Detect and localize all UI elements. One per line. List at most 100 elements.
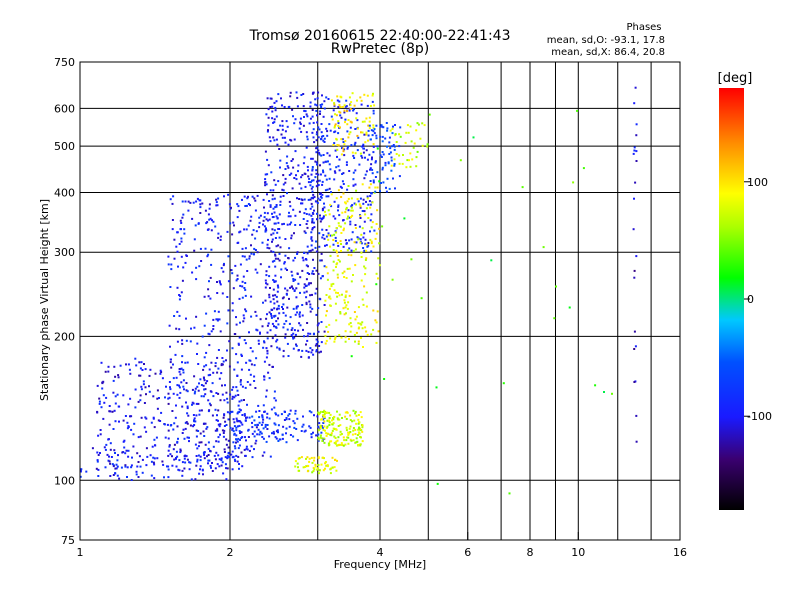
data-point: [384, 137, 387, 140]
data-point: [365, 305, 368, 308]
data-point: [233, 458, 236, 461]
data-point: [322, 216, 325, 219]
data-point: [195, 266, 198, 269]
data-point: [268, 311, 271, 314]
data-point: [404, 141, 407, 144]
data-point: [219, 235, 222, 238]
data-point: [266, 324, 269, 327]
data-point: [202, 422, 205, 425]
data-point: [324, 334, 327, 337]
data-point: [357, 422, 360, 425]
data-point: [339, 185, 342, 188]
data-point: [333, 466, 336, 469]
data-point: [301, 349, 304, 352]
data-point: [365, 291, 368, 294]
data-point: [202, 430, 205, 433]
x-tick-label: 8: [527, 546, 534, 559]
data-point: [303, 198, 306, 201]
data-point: [363, 147, 365, 150]
data-point: [168, 444, 171, 447]
data-point: [325, 96, 328, 99]
data-point: [253, 435, 256, 438]
data-point: [378, 180, 381, 183]
data-point: [333, 233, 336, 236]
data-point: [356, 434, 359, 436]
data-point: [365, 149, 368, 152]
data-point: [330, 467, 332, 470]
data-point: [140, 416, 143, 419]
data-point: [358, 426, 361, 429]
data-point: [130, 428, 133, 431]
data-point: [268, 296, 271, 299]
data-point: [225, 467, 227, 470]
data-point: [373, 132, 376, 135]
data-point: [225, 478, 228, 481]
data-point: [315, 151, 318, 154]
data-point: [284, 333, 287, 336]
data-point: [209, 464, 212, 467]
data-point: [232, 430, 235, 433]
data-point: [178, 384, 180, 387]
data-point: [273, 307, 276, 310]
data-point: [180, 240, 183, 243]
data-point: [341, 173, 344, 175]
data-point: [328, 177, 331, 180]
data-point: [304, 466, 306, 468]
data-point: [358, 225, 361, 228]
data-point: [261, 421, 264, 424]
data-point: [367, 217, 370, 219]
data-point: [178, 294, 181, 296]
data-point: [320, 131, 323, 134]
data-point: [368, 153, 371, 156]
data-point: [268, 247, 271, 250]
data-point: [242, 320, 245, 323]
data-point: [295, 307, 298, 310]
data-point: [335, 428, 338, 431]
data-point: [111, 463, 114, 466]
data-point: [97, 434, 100, 437]
data-point: [379, 135, 382, 138]
data-point: [285, 441, 288, 444]
data-point: [323, 265, 326, 268]
data-point: [322, 415, 325, 418]
data-point: [156, 457, 159, 460]
data-point: [339, 240, 342, 243]
data-point: [229, 393, 232, 396]
data-point: [241, 465, 244, 468]
data-point: [428, 113, 431, 116]
data-point: [228, 365, 231, 368]
data-point: [200, 441, 203, 444]
data-point: [297, 282, 300, 285]
data-point: [295, 344, 298, 347]
data-point: [230, 269, 233, 272]
data-point: [353, 334, 356, 336]
data-point: [360, 337, 362, 339]
data-point: [197, 222, 200, 225]
data-point: [275, 205, 278, 208]
data-point: [295, 287, 298, 290]
data-point: [240, 399, 243, 402]
data-point: [316, 163, 318, 166]
data-point: [286, 306, 289, 309]
data-point: [290, 221, 293, 224]
data-point: [311, 307, 314, 310]
data-point: [321, 440, 324, 442]
data-point: [347, 436, 350, 439]
data-point: [342, 219, 344, 222]
data-point: [333, 102, 336, 105]
data-point: [364, 326, 367, 329]
data-point: [257, 342, 260, 345]
data-point: [274, 265, 277, 268]
data-point: [333, 103, 336, 106]
data-point: [363, 177, 366, 180]
data-point: [199, 206, 202, 209]
data-point: [289, 286, 292, 289]
data-point: [282, 326, 285, 329]
data-point: [215, 318, 218, 321]
data-point: [325, 178, 328, 181]
data-point: [140, 388, 143, 391]
data-point: [335, 166, 338, 169]
data-point: [635, 440, 638, 443]
data-point: [253, 419, 256, 422]
data-point: [254, 209, 257, 212]
